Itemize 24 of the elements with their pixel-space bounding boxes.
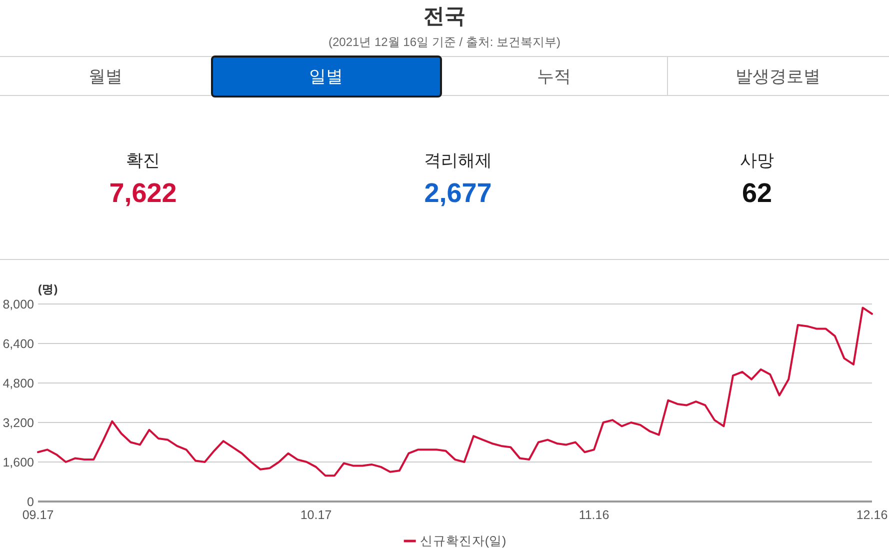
title: 전국 <box>424 5 466 28</box>
stat-value: 7,622 <box>109 178 177 208</box>
y-tick: 4,800 <box>2 376 34 390</box>
tab-label: 발생경로별 <box>736 67 820 86</box>
stat-value: 2,677 <box>424 178 492 208</box>
y-tick: 1,600 <box>2 456 34 470</box>
y-label: (명) <box>38 284 58 296</box>
x-tick: 11.16 <box>578 508 610 522</box>
y-tick: 0 <box>27 495 34 509</box>
y-tick: 8,000 <box>2 298 34 312</box>
y-tick: 6,400 <box>2 337 34 351</box>
x-tick: 10.17 <box>300 508 332 522</box>
legend-label: 신규확진자(일) <box>420 534 506 548</box>
tab-label: 일별 <box>309 67 343 86</box>
stat-label: 확진 <box>126 151 160 170</box>
x-tick: 12.16 <box>856 508 888 522</box>
tab-label: 월별 <box>88 67 122 86</box>
stat-label: 격리해제 <box>424 151 492 170</box>
subtitle: (2021년 12월 16일 기준 / 출처: 보건복지부) <box>328 35 561 49</box>
y-tick: 3,200 <box>2 416 34 430</box>
stat-value: 62 <box>742 178 772 208</box>
x-tick: 09.17 <box>22 508 54 522</box>
tab-label: 누적 <box>537 67 571 86</box>
stat-label: 사망 <box>740 151 774 170</box>
